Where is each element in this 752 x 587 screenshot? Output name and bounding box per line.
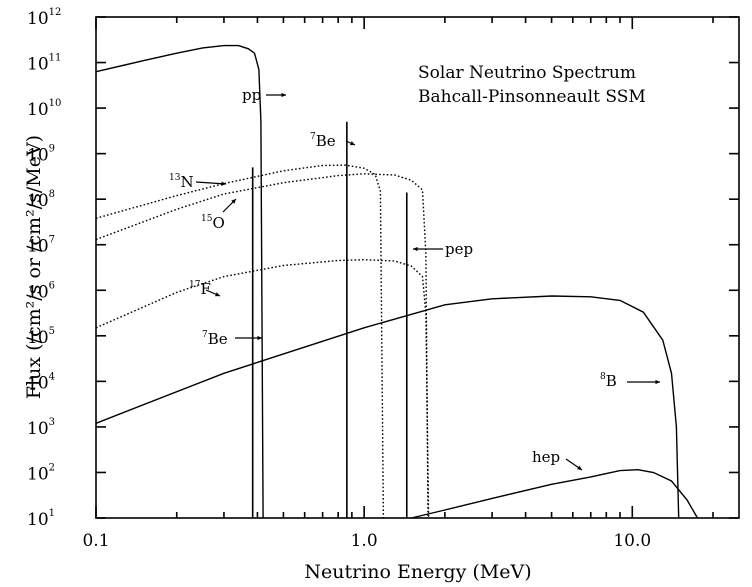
annotation-label: 15O bbox=[201, 214, 225, 232]
y-axis-title: Flux (/cm²/s or /cm²/s/MeV) bbox=[23, 135, 45, 399]
annotation-leader bbox=[195, 181, 227, 185]
annotation-arrowhead bbox=[655, 379, 660, 385]
annotation-arrowhead bbox=[221, 181, 226, 186]
annotation-pp: pp bbox=[242, 86, 286, 104]
annotation-be7-low: 7Be bbox=[202, 330, 262, 348]
y-tick-label: 102 bbox=[27, 462, 55, 484]
y-tick-label: 109 bbox=[27, 144, 55, 166]
annotation-hep: hep bbox=[532, 448, 583, 471]
y-tick-label: 1011 bbox=[27, 53, 61, 75]
chart-axes: 101 102 103 104 105 106 107 108 109 1010 1011 1012 0… bbox=[27, 7, 740, 551]
annotation-pep: pep bbox=[413, 240, 473, 258]
annotation-label: hep bbox=[532, 448, 560, 466]
chart-subtitle: Bahcall-Pinsonneault SSM bbox=[418, 87, 646, 107]
annotation-arrowhead bbox=[215, 292, 220, 297]
annotation-label: pep bbox=[445, 240, 473, 258]
annotation-layer: pp 7Be 13N 15O pep 17F 7Be 8B hep bbox=[169, 86, 660, 471]
annotation-arrowhead bbox=[577, 465, 582, 470]
annotation-arrowhead bbox=[413, 246, 418, 252]
series-pp-curve bbox=[95, 44, 264, 519]
y-tick-label: 105 bbox=[27, 326, 55, 348]
x-tick-label: 1.0 bbox=[351, 531, 378, 551]
y-tick-label: 103 bbox=[27, 417, 55, 439]
y-tick-label: 108 bbox=[27, 189, 55, 211]
annotation-label: 13N bbox=[169, 173, 194, 191]
y-tick-label: 1012 bbox=[27, 7, 61, 29]
plot-frame bbox=[95, 16, 740, 519]
x-tick-label: 0.1 bbox=[82, 531, 109, 551]
series-hep-curve bbox=[411, 468, 699, 519]
annotation-label: 7Be bbox=[310, 132, 336, 150]
y-tick-label: 106 bbox=[27, 280, 55, 302]
series-layer bbox=[95, 44, 699, 519]
y-tick-label: 1010 bbox=[27, 98, 61, 120]
chart-title: Solar Neutrino Spectrum bbox=[418, 63, 636, 83]
annotation-label: 8B bbox=[600, 372, 617, 390]
y-tick-label: 107 bbox=[27, 235, 55, 257]
annotation-f17: 17F bbox=[189, 280, 221, 298]
y-tick-label: 101 bbox=[27, 508, 55, 530]
y-tick-label: 104 bbox=[27, 371, 55, 393]
series-8b-curve bbox=[95, 295, 680, 519]
annotation-o15: 15O bbox=[201, 198, 237, 232]
annotation-label: 17F bbox=[189, 280, 211, 298]
x-axis-title: Neutrino Energy (MeV) bbox=[304, 561, 531, 583]
line-sources-layer bbox=[251, 121, 408, 518]
annotation-arrowhead bbox=[257, 335, 262, 341]
annotation-arrowhead bbox=[281, 92, 286, 98]
annotation-arrowhead bbox=[231, 199, 236, 204]
axis-tick-labels: 101 102 103 104 105 106 107 108 109 1010 1011 1012 0… bbox=[27, 7, 651, 551]
series-13n-curve bbox=[95, 164, 385, 519]
annotation-n13: 13N bbox=[169, 173, 227, 191]
series-15o-curve bbox=[95, 173, 429, 519]
annotation-be7-high: 7Be bbox=[310, 132, 356, 150]
annotation-arrowhead bbox=[350, 141, 355, 146]
x-tick-label: 10.0 bbox=[613, 531, 651, 551]
annotation-b8: 8B bbox=[600, 372, 660, 390]
axis-ticks bbox=[95, 16, 739, 519]
annotation-label: 7Be bbox=[202, 330, 228, 348]
annotation-label: pp bbox=[242, 86, 261, 104]
